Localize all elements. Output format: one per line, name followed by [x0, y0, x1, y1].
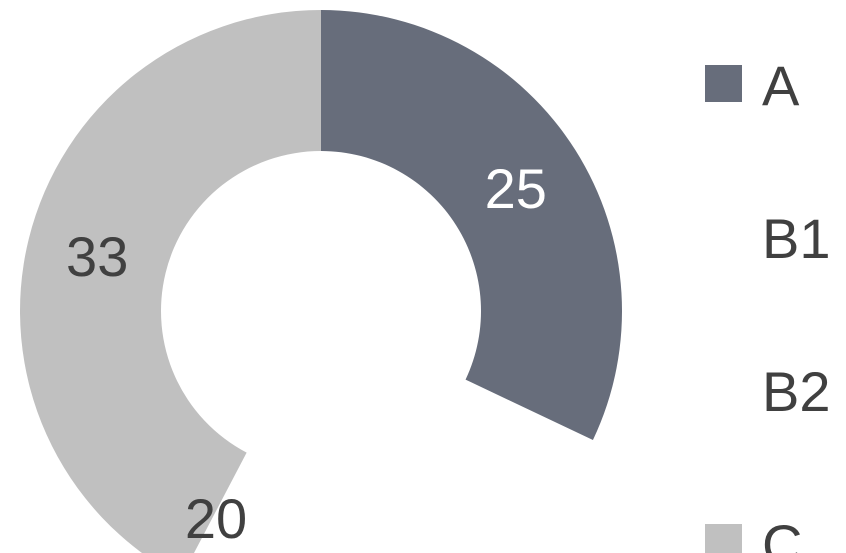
legend-label-c: C — [762, 513, 802, 553]
chart-legend: A B1 B2 C — [705, 54, 831, 553]
legend-label-b2: B2 — [762, 360, 831, 423]
legend-swatch-c — [705, 524, 742, 553]
slice-c — [20, 10, 321, 553]
data-label-a: 25 — [485, 157, 547, 220]
legend-swatch-a — [705, 65, 742, 102]
legend-label-a: A — [762, 54, 800, 117]
chart-slices — [20, 10, 622, 553]
data-label-c: 33 — [66, 225, 128, 288]
legend-label-b1: B1 — [762, 207, 831, 270]
gap-value-label: 20 — [185, 487, 247, 550]
chart-data-labels: 25 33 — [66, 157, 547, 288]
slice-a — [321, 10, 622, 441]
